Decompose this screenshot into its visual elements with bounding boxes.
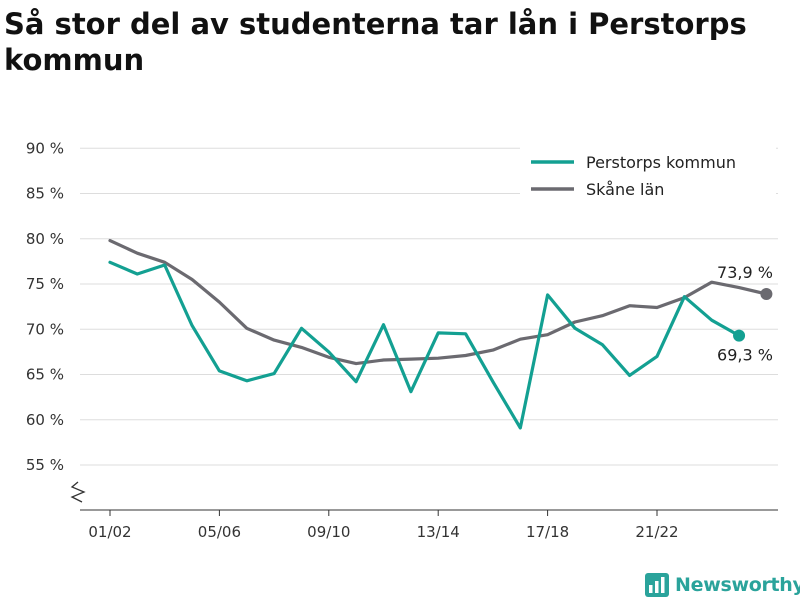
legend-label: Skåne län	[586, 180, 664, 199]
legend: Perstorps kommun Skåne län	[520, 147, 776, 209]
end-point-perstorps-kommun	[733, 329, 746, 342]
x-tick-label: 13/14	[417, 523, 460, 541]
x-tick-label: 09/10	[307, 523, 350, 541]
brand-name: Newsworthy	[675, 574, 800, 596]
x-tick-label: 17/18	[526, 523, 569, 541]
series-layer	[108, 239, 773, 430]
y-tick-label: 75 %	[26, 275, 64, 293]
series-line-skåne-län	[108, 239, 769, 366]
x-tick-label: 05/06	[198, 523, 241, 541]
y-tick-label: 70 %	[26, 320, 64, 338]
y-tick-label: 80 %	[26, 230, 64, 248]
end-label-perstorp: 69,3 %	[717, 346, 773, 365]
y-tick-label: 65 %	[26, 366, 64, 384]
chart-title: Så stor del av studenterna tar lån i Per…	[4, 7, 747, 77]
brand-logo: Newsworthy	[645, 570, 800, 600]
series-line-perstorps-kommun	[108, 260, 741, 430]
y-tick-label: 60 %	[26, 411, 64, 429]
x-tick-label: 01/02	[88, 523, 131, 541]
label-layer: 73,9 % 69,3 %	[717, 263, 773, 365]
x-tick-label: 21/22	[635, 523, 678, 541]
legend-box	[520, 147, 776, 209]
bar-chart-logo-icon	[645, 573, 669, 597]
end-label-skane: 73,9 %	[717, 263, 773, 282]
end-point-skåne-län	[760, 287, 773, 300]
axis-layer: 55 % 60 % 65 % 70 % 75 % 80 % 85 % 90 % 01/02 05/…	[26, 139, 778, 541]
legend-label: Perstorps kommun	[586, 153, 736, 172]
y-tick-label: 90 %	[26, 139, 64, 157]
y-tick-label: 85 %	[26, 185, 64, 203]
y-tick-label: 55 %	[26, 456, 64, 474]
axis-break-icon	[70, 481, 86, 503]
